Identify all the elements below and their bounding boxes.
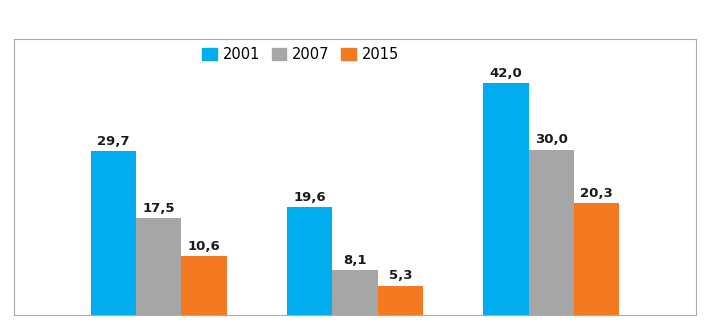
Bar [91,151,136,315]
Bar [484,83,529,315]
Text: 8,1: 8,1 [343,254,367,267]
Text: 17,5: 17,5 [143,202,175,215]
Text: 10,6: 10,6 [187,240,220,253]
Legend: 2001, 2007, 2015: 2001, 2007, 2015 [202,47,399,62]
Text: 30,0: 30,0 [535,133,568,146]
Text: 5,3: 5,3 [388,269,412,282]
Text: 29,7: 29,7 [97,135,130,148]
Bar [332,270,378,315]
Bar [574,203,619,315]
Bar [136,218,181,315]
Bar [181,256,226,315]
Bar [378,286,423,315]
Text: 42,0: 42,0 [490,67,523,80]
Bar [287,207,332,315]
Text: 20,3: 20,3 [580,187,613,200]
Text: 19,6: 19,6 [293,191,326,204]
Bar [529,150,574,315]
